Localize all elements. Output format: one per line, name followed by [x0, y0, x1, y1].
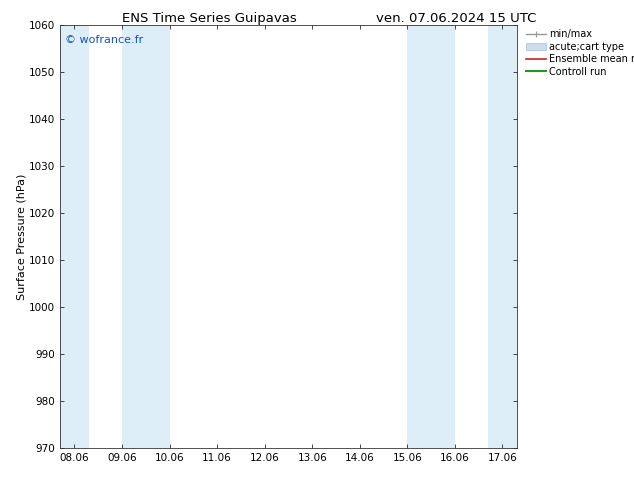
Text: ven. 07.06.2024 15 UTC: ven. 07.06.2024 15 UTC — [377, 12, 536, 25]
Text: ENS Time Series Guipavas: ENS Time Series Guipavas — [122, 12, 297, 25]
Bar — [488, 24, 517, 448]
Bar — [407, 24, 455, 448]
Text: © wofrance.fr: © wofrance.fr — [65, 35, 143, 45]
Y-axis label: Surface Pressure (hPa): Surface Pressure (hPa) — [16, 173, 27, 299]
Bar — [60, 24, 89, 448]
Legend: min/max, acute;cart type, Ensemble mean run, Controll run: min/max, acute;cart type, Ensemble mean … — [526, 29, 634, 76]
Bar — [122, 24, 169, 448]
